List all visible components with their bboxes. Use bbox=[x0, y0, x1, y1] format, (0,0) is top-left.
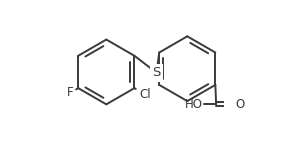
Text: F: F bbox=[67, 86, 74, 99]
Text: S: S bbox=[152, 66, 161, 79]
Text: O: O bbox=[235, 98, 244, 111]
Text: HO: HO bbox=[185, 98, 203, 111]
Text: Cl: Cl bbox=[139, 88, 151, 101]
